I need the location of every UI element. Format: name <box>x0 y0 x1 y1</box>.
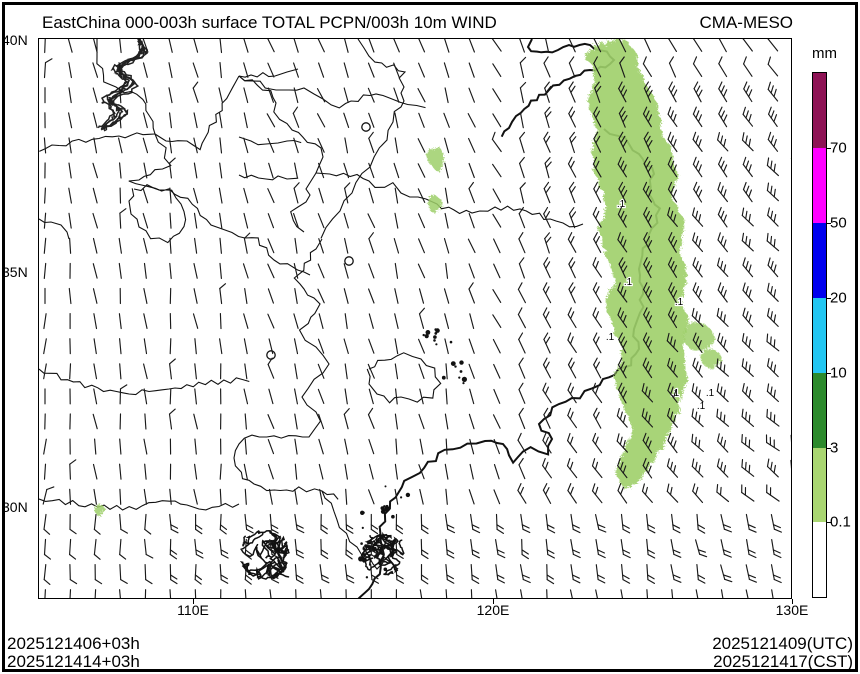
svg-text:.1: .1 <box>606 332 615 343</box>
svg-text:.1: .1 <box>697 401 706 412</box>
svg-text:.1: .1 <box>624 277 633 288</box>
svg-text:.1: .1 <box>706 388 715 399</box>
